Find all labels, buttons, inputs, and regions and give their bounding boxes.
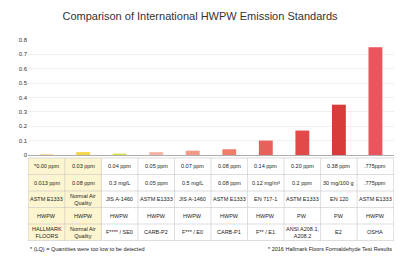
- svg-text:HWPW: HWPW: [256, 213, 275, 219]
- svg-text:0.6: 0.6: [19, 66, 28, 72]
- svg-text:0.20 ppm: 0.20 ppm: [291, 163, 314, 169]
- svg-text:HWPW: HWPW: [220, 213, 239, 219]
- svg-text:0.03 ppm: 0.03 ppm: [72, 163, 95, 169]
- svg-text:30 mg/100 g: 30 mg/100 g: [323, 180, 354, 186]
- svg-text:ASTM E1333: ASTM E1333: [286, 196, 319, 202]
- svg-text:0.1: 0.1: [19, 138, 28, 144]
- svg-text:CARB-P1: CARB-P1: [217, 229, 241, 235]
- svg-text:0.013 ppm: 0.013 ppm: [34, 180, 60, 186]
- svg-text:.775ppm: .775ppm: [364, 180, 386, 186]
- svg-text:EN 120: EN 120: [330, 196, 348, 202]
- svg-text:0.14 ppm: 0.14 ppm: [254, 163, 277, 169]
- svg-text:0.2 ppm: 0.2 ppm: [292, 180, 312, 186]
- svg-text:ASTM E1333: ASTM E1333: [30, 196, 63, 202]
- svg-text:HWPW: HWPW: [74, 213, 93, 219]
- svg-text:PW: PW: [334, 213, 344, 219]
- svg-text:Comparison of International HW: Comparison of International HWPW Emissio…: [62, 10, 338, 22]
- svg-text:0.05 ppm: 0.05 ppm: [145, 163, 168, 169]
- svg-text:0.08 ppm: 0.08 ppm: [218, 163, 241, 169]
- svg-text:Normal AirQuality: Normal AirQuality: [70, 193, 96, 206]
- svg-text:HWPW: HWPW: [110, 213, 129, 219]
- svg-text:0.3: 0.3: [19, 109, 28, 115]
- svg-text:0.8: 0.8: [19, 37, 28, 43]
- svg-text:HWPW: HWPW: [183, 213, 202, 219]
- svg-text:0: 0: [24, 152, 28, 158]
- svg-text:0.12 mg/m³: 0.12 mg/m³: [252, 180, 280, 186]
- svg-text:OSHA: OSHA: [367, 229, 383, 235]
- svg-text:EN 717-1: EN 717-1: [254, 196, 277, 202]
- svg-text:* (LQ) = Quantities were too l: * (LQ) = Quantities were too low to be d…: [30, 246, 145, 252]
- svg-text:HWPW: HWPW: [147, 213, 166, 219]
- svg-text:0.7: 0.7: [19, 51, 28, 57]
- svg-text:0.2: 0.2: [19, 123, 28, 129]
- svg-text:F** / E1: F** / E1: [256, 229, 275, 235]
- svg-text:* 2016 Hallmark Floors Formald: * 2016 Hallmark Floors Formaldehyde Test…: [268, 246, 392, 252]
- svg-text:0.05 ppm: 0.05 ppm: [145, 180, 168, 186]
- svg-text:0.4: 0.4: [19, 95, 28, 101]
- svg-text:0.38 ppm: 0.38 ppm: [327, 163, 350, 169]
- svg-text:HWPW: HWPW: [37, 213, 56, 219]
- svg-text:HWPW: HWPW: [366, 213, 385, 219]
- svg-text:ANSI A208.1,A208.2: ANSI A208.1,A208.2: [286, 226, 319, 239]
- svg-text:ASTM E1333: ASTM E1333: [359, 196, 392, 202]
- svg-text:*0.00 ppm: *0.00 ppm: [34, 163, 59, 169]
- svg-text:HALLMARKFLOORS: HALLMARKFLOORS: [32, 226, 62, 239]
- svg-text:.775ppm: .775ppm: [364, 163, 386, 169]
- svg-text:0.3 mg/L: 0.3 mg/L: [109, 180, 130, 186]
- svg-text:0.04 ppm: 0.04 ppm: [108, 163, 131, 169]
- svg-text:0.5: 0.5: [19, 80, 28, 86]
- svg-text:JIS A-1460: JIS A-1460: [179, 196, 206, 202]
- svg-text:E2: E2: [335, 229, 342, 235]
- svg-text:0.08 ppm: 0.08 ppm: [72, 180, 95, 186]
- svg-text:Normal AirQuality: Normal AirQuality: [70, 226, 96, 239]
- svg-text:0.08 ppm: 0.08 ppm: [218, 180, 241, 186]
- svg-text:ASTM E1333: ASTM E1333: [140, 196, 173, 202]
- svg-text:CARB-P2: CARB-P2: [144, 229, 168, 235]
- svg-text:F**** / SE0: F**** / SE0: [106, 229, 133, 235]
- svg-text:0.5 mg/L: 0.5 mg/L: [182, 180, 203, 186]
- svg-text:F*** / E0: F*** / E0: [182, 229, 203, 235]
- svg-text:ASTM E1333: ASTM E1333: [213, 196, 246, 202]
- svg-text:0.07 ppm: 0.07 ppm: [181, 163, 204, 169]
- svg-text:PW: PW: [297, 213, 307, 219]
- svg-text:JIS A-1460: JIS A-1460: [106, 196, 133, 202]
